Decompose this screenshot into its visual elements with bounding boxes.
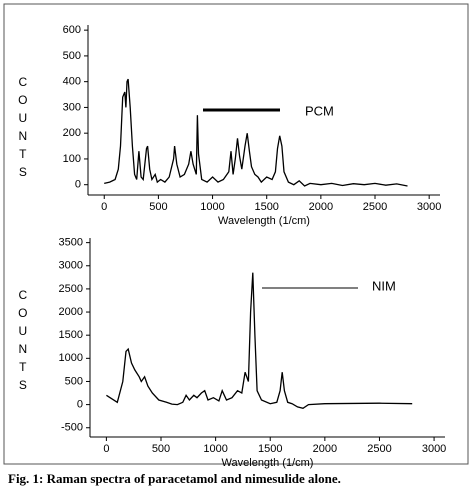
y-tick-label: 2000 [59,306,83,318]
x-tick-label: 2000 [309,201,333,213]
y-tick-label: 500 [65,375,83,387]
y-tick-label: 200 [63,127,81,139]
spectrum-line [104,78,408,187]
y-tick-label: 2500 [59,283,83,295]
annotation: NIM [372,278,396,293]
y-tick-label: 3000 [59,260,83,272]
y-tick-label: 3500 [59,237,83,249]
y-tick-label: 1000 [59,352,83,364]
x-tick-label: 1500 [254,201,278,213]
x-tick-label: 1500 [258,443,282,455]
y-axis-label: COUNTS [16,75,30,183]
y-tick-label: 0 [75,179,81,191]
y-tick-label: 0 [77,399,83,411]
x-tick-label: 0 [103,443,109,455]
x-tick-label: 2500 [363,201,387,213]
caption: Fig. 1: Raman spectra of paracetamol and… [8,471,341,486]
y-tick-label: -500 [61,422,83,434]
y-tick-label: 300 [63,101,81,113]
x-axis-label: Wavelength (1/cm) [222,457,314,469]
y-tick-label: 500 [63,50,81,62]
annotation: PCM [305,103,334,118]
spectrum-line [106,272,413,410]
x-tick-label: 500 [152,443,170,455]
y-tick-label: 600 [63,24,81,36]
x-tick-label: 1000 [203,443,227,455]
y-tick-label: 100 [63,153,81,165]
y-tick-label: 400 [63,76,81,88]
y-axis-label: COUNTS [16,288,30,396]
x-tick-label: 3000 [417,201,441,213]
x-axis-label: Wavelength (1/cm) [218,215,310,227]
figure-border [3,3,469,465]
x-tick-label: 0 [101,201,107,213]
x-tick-label: 3000 [422,443,446,455]
x-tick-label: 500 [149,201,167,213]
x-tick-label: 2500 [367,443,391,455]
x-tick-label: 1000 [200,201,224,213]
y-tick-label: 1500 [59,329,83,341]
x-tick-label: 2000 [313,443,337,455]
